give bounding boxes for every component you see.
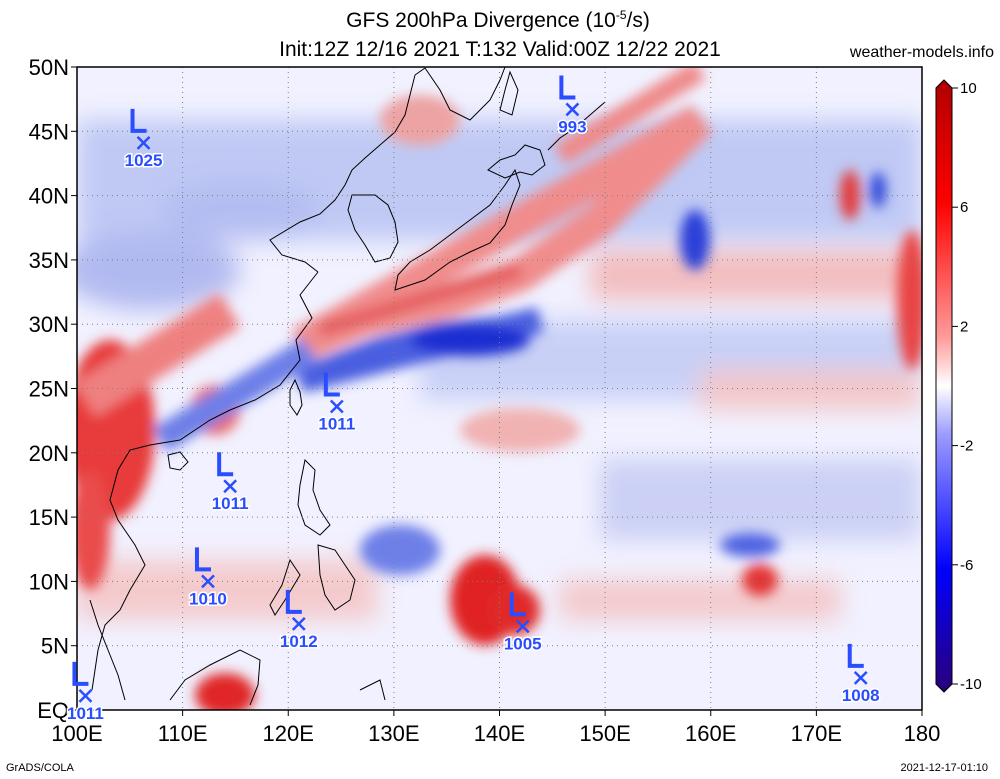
low-letter-L — [323, 372, 340, 397]
colorbar-label: -10 — [960, 676, 982, 693]
low-pressure-center: 1005 — [502, 592, 543, 655]
lat-label: 45N — [29, 119, 69, 144]
colorbar: 10 6 2 -2 -6 -10 — [935, 79, 982, 693]
lon-label: 170E — [791, 721, 842, 746]
lat-label: 50N — [29, 55, 69, 80]
low-x-icon — [565, 102, 580, 117]
low-x-icon — [136, 135, 151, 150]
low-x-icon — [853, 670, 868, 685]
lat-label: 40N — [29, 184, 69, 209]
site-credit: weather-models.info — [849, 44, 994, 61]
low-pressure-value: 1008 — [842, 686, 880, 705]
lat-label: 20N — [29, 441, 69, 466]
low-pressure-value: 1005 — [504, 634, 542, 653]
low-letter-L — [72, 661, 89, 686]
lat-label: 15N — [29, 505, 69, 530]
colorbar-label: 6 — [960, 199, 968, 216]
chart-subtitle: Init:12Z 12/16 2021 T:132 Valid:00Z 12/2… — [279, 38, 721, 61]
lat-label: 30N — [29, 312, 69, 337]
low-pressure-center: 1011 — [317, 372, 357, 435]
low-x-icon — [78, 688, 93, 703]
colorbar-scale — [935, 79, 953, 693]
low-x-icon — [291, 616, 306, 631]
lat-label: EQ — [37, 698, 69, 723]
colorbar-label: 10 — [960, 80, 977, 97]
latitude-labels: EQ 5N 10N 15N 20N 25N 30N 35N 40N 45N 50N — [29, 55, 77, 723]
colorbar-label: -6 — [960, 557, 973, 574]
generated-timestamp: 2021-12-17-01:10 — [900, 762, 988, 774]
lon-label: 120E — [263, 721, 314, 746]
low-pressure-center: 1010 — [188, 547, 228, 610]
low-pressure-value: 1011 — [318, 415, 355, 434]
low-letter-L — [559, 75, 576, 100]
low-pressure-center: 1008 — [840, 643, 881, 706]
chart-title: GFS 200hPa Divergence (10-5/s) — [346, 8, 650, 32]
lat-label: 5N — [41, 634, 69, 659]
lon-label: 140E — [474, 721, 525, 746]
low-pressure-center: 993 — [557, 75, 588, 138]
colorbar-label: 2 — [960, 318, 968, 335]
low-letter-L — [217, 452, 234, 477]
low-letter-L — [847, 643, 864, 668]
lon-label: 160E — [685, 721, 736, 746]
low-pressure-value: 1011 — [67, 704, 104, 723]
low-pressure-value: 1011 — [212, 494, 249, 513]
software-credit: GrADS/COLA — [6, 762, 74, 774]
low-pressure-value: 1012 — [280, 632, 318, 651]
colorbar-label: -2 — [960, 438, 973, 455]
low-letter-L — [509, 592, 526, 617]
lon-label: 130E — [368, 721, 419, 746]
low-x-icon — [515, 619, 530, 634]
low-x-icon — [329, 399, 344, 414]
low-x-icon — [201, 574, 215, 589]
low-pressure-value: 1010 — [189, 589, 227, 608]
lon-label: 100E — [51, 721, 102, 746]
low-letter-L — [194, 547, 211, 572]
low-pressure-value: 1025 — [125, 151, 163, 170]
lon-label: 180 — [904, 721, 941, 746]
low-letter-L — [130, 108, 147, 133]
colorbar-labels: 10 6 2 -2 -6 -10 — [952, 80, 982, 693]
low-pressure-center: 1011 — [66, 661, 105, 724]
lat-label: 35N — [29, 248, 69, 273]
coastlines — [89, 67, 606, 706]
low-pressure-value: 993 — [558, 117, 586, 136]
divergence-field — [77, 67, 922, 710]
lon-label: 150E — [579, 721, 630, 746]
lon-label: 110E — [158, 721, 208, 746]
lat-label: 25N — [29, 377, 69, 402]
low-pressure-center: 1025 — [123, 108, 164, 171]
longitude-labels: 100E 110E 120E 130E 140E 150E 160E 170E 180 — [51, 710, 940, 746]
low-pressure-center: 1011 — [210, 452, 250, 515]
lat-label: 10N — [29, 569, 69, 594]
low-pressure-markers: 1025 993 1011 1011 1010 1012 1005 1008 1011 — [66, 75, 881, 724]
low-letter-L — [285, 589, 302, 614]
low-x-icon — [223, 479, 238, 494]
low-pressure-center: 1012 — [278, 589, 319, 652]
